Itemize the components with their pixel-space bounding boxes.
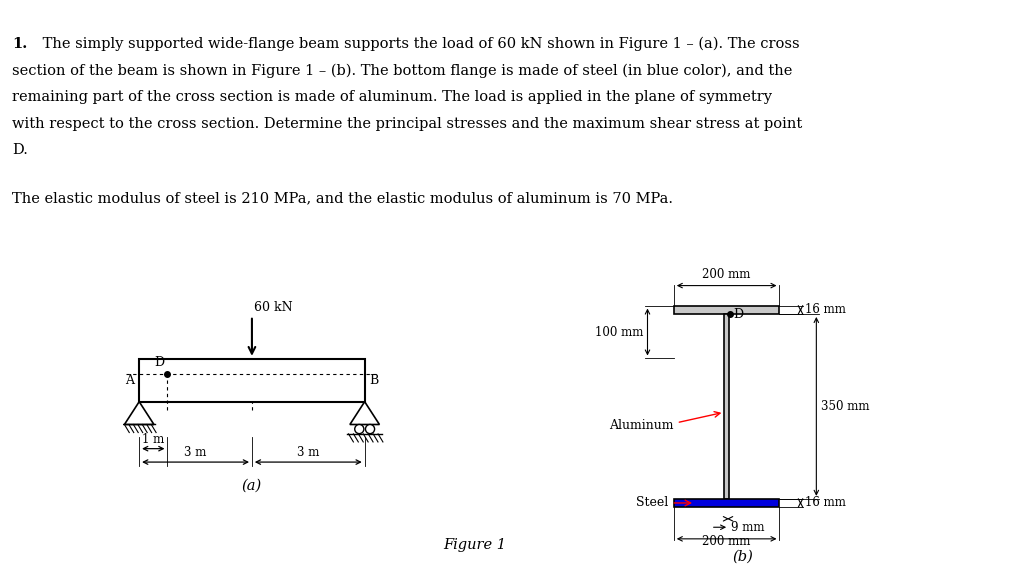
Text: with respect to the cross section. Determine the principal stresses and the maxi: with respect to the cross section. Deter… (12, 117, 802, 131)
Text: remaining part of the cross section is made of aluminum. The load is applied in : remaining part of the cross section is m… (12, 90, 772, 104)
Text: 200 mm: 200 mm (702, 535, 751, 548)
Polygon shape (124, 402, 154, 424)
Text: B: B (369, 374, 378, 387)
Text: (b): (b) (733, 550, 753, 563)
Text: The simply supported wide-flange beam supports the load of 60 kN shown in Figure: The simply supported wide-flange beam su… (38, 37, 800, 51)
Text: 3 m: 3 m (297, 447, 320, 460)
Text: 100 mm: 100 mm (595, 325, 644, 338)
Text: Aluminum: Aluminum (609, 419, 674, 432)
Text: D: D (733, 307, 743, 320)
Circle shape (355, 424, 364, 434)
Text: 200 mm: 200 mm (702, 268, 751, 281)
Text: 350 mm: 350 mm (820, 400, 869, 413)
Bar (139, 359, 364, 402)
Text: D.: D. (12, 143, 28, 157)
Circle shape (365, 424, 374, 434)
Bar (724, 314, 730, 499)
Text: 16 mm: 16 mm (805, 496, 846, 509)
Text: (a): (a) (242, 478, 262, 492)
Bar (674, 499, 779, 507)
Text: The elastic modulus of steel is 210 MPa, and the elastic modulus of aluminum is : The elastic modulus of steel is 210 MPa,… (12, 191, 673, 205)
Text: D: D (154, 355, 164, 368)
Text: Figure 1: Figure 1 (443, 538, 506, 552)
Text: 9 mm: 9 mm (731, 521, 765, 534)
Polygon shape (350, 402, 379, 424)
Text: 3 m: 3 m (185, 447, 207, 460)
Bar (674, 306, 779, 314)
Text: 1.: 1. (12, 37, 27, 51)
Text: 60 kN: 60 kN (254, 302, 293, 315)
Text: 1 m: 1 m (142, 433, 164, 446)
Text: A: A (125, 374, 134, 387)
Text: 16 mm: 16 mm (805, 303, 846, 316)
Text: section of the beam is shown in Figure 1 – (b). The bottom flange is made of ste: section of the beam is shown in Figure 1… (12, 63, 792, 78)
Text: Steel: Steel (637, 496, 669, 509)
